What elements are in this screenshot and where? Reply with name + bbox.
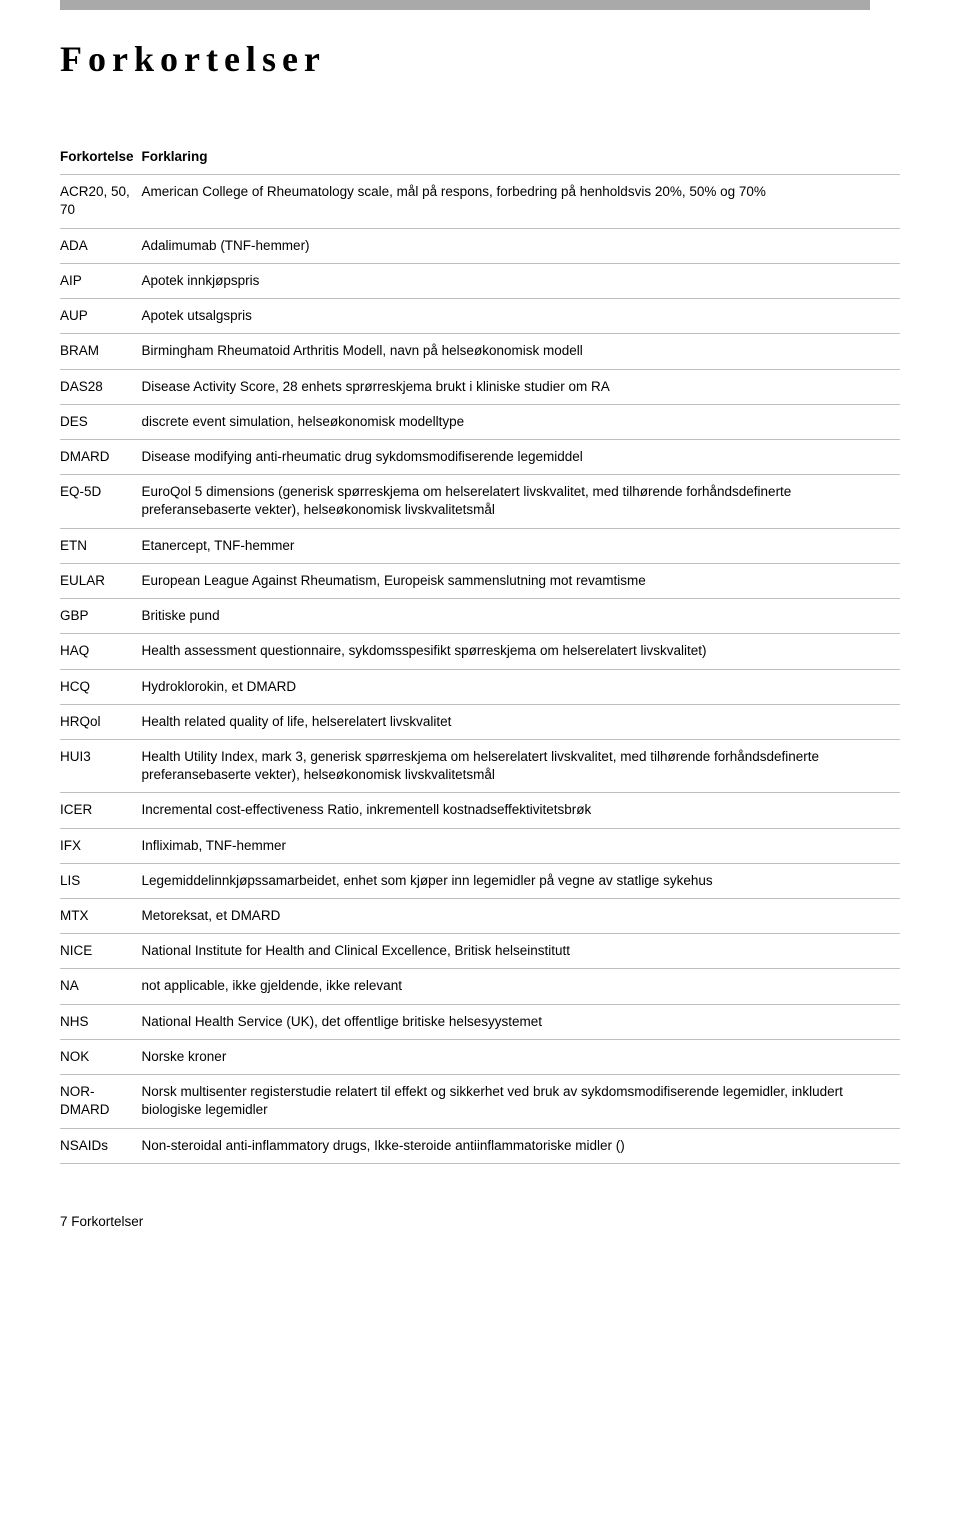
table-row: ACR20, 50, 70American College of Rheumat… <box>60 175 900 228</box>
abbr-cell: EULAR <box>60 563 142 598</box>
definition-cell: Adalimumab (TNF-hemmer) <box>142 228 900 263</box>
abbr-cell: HRQol <box>60 704 142 739</box>
definition-cell: Apotek innkjøpspris <box>142 263 900 298</box>
table-row: IFXInfliximab, TNF-hemmer <box>60 828 900 863</box>
table-row: ICERIncremental cost-effectiveness Ratio… <box>60 793 900 828</box>
page-footer: 7 Forkortelser <box>60 1214 900 1229</box>
definition-cell: Birmingham Rheumatoid Arthritis Modell, … <box>142 334 900 369</box>
table-row: ADAAdalimumab (TNF-hemmer) <box>60 228 900 263</box>
definition-cell: Incremental cost-effectiveness Ratio, in… <box>142 793 900 828</box>
definition-cell: Britiske pund <box>142 599 900 634</box>
table-row: NSAIDsNon-steroidal anti-inflammatory dr… <box>60 1128 900 1163</box>
table-row: NHSNational Health Service (UK), det off… <box>60 1004 900 1039</box>
table-row: HRQolHealth related quality of life, hel… <box>60 704 900 739</box>
definition-cell: Health related quality of life, helserel… <box>142 704 900 739</box>
abbr-cell: EQ-5D <box>60 475 142 528</box>
abbr-cell: NOR-DMARD <box>60 1075 142 1128</box>
abbr-cell: NHS <box>60 1004 142 1039</box>
abbr-cell: ICER <box>60 793 142 828</box>
abbr-cell: NOK <box>60 1039 142 1074</box>
abbr-cell: DAS28 <box>60 369 142 404</box>
definition-cell: European League Against Rheumatism, Euro… <box>142 563 900 598</box>
abbreviations-table: Forkortelse Forklaring ACR20, 50, 70Amer… <box>60 140 900 1164</box>
definition-cell: EuroQol 5 dimensions (generisk spørreskj… <box>142 475 900 528</box>
abbr-cell: MTX <box>60 899 142 934</box>
abbr-cell: DMARD <box>60 439 142 474</box>
abbr-cell: ETN <box>60 528 142 563</box>
table-row: EULAREuropean League Against Rheumatism,… <box>60 563 900 598</box>
table-row: MTXMetoreksat, et DMARD <box>60 899 900 934</box>
abbr-cell: HCQ <box>60 669 142 704</box>
table-header-row: Forkortelse Forklaring <box>60 140 900 175</box>
table-row: NICENational Institute for Health and Cl… <box>60 934 900 969</box>
table-row: HUI3Health Utility Index, mark 3, generi… <box>60 739 900 792</box>
definition-cell: Disease modifying anti-rheumatic drug sy… <box>142 439 900 474</box>
table-row: AIPApotek innkjøpspris <box>60 263 900 298</box>
definition-cell: Health Utility Index, mark 3, generisk s… <box>142 739 900 792</box>
abbr-cell: NSAIDs <box>60 1128 142 1163</box>
table-row: NOKNorske kroner <box>60 1039 900 1074</box>
document-page: Forkortelser Forkortelse Forklaring ACR2… <box>0 0 960 1269</box>
abbr-cell: NICE <box>60 934 142 969</box>
definition-cell: Non-steroidal anti-inflammatory drugs, I… <box>142 1128 900 1163</box>
table-row: HAQHealth assessment questionnaire, sykd… <box>60 634 900 669</box>
table-row: DAS28Disease Activity Score, 28 enhets s… <box>60 369 900 404</box>
definition-cell: Health assessment questionnaire, sykdoms… <box>142 634 900 669</box>
abbr-cell: NA <box>60 969 142 1004</box>
abbr-cell: BRAM <box>60 334 142 369</box>
abbr-cell: ACR20, 50, 70 <box>60 175 142 228</box>
abbr-cell: GBP <box>60 599 142 634</box>
page-title: Forkortelser <box>60 38 900 80</box>
definition-cell: Norsk multisenter registerstudie relater… <box>142 1075 900 1128</box>
definition-cell: Etanercept, TNF-hemmer <box>142 528 900 563</box>
table-row: GBPBritiske pund <box>60 599 900 634</box>
abbr-cell: HUI3 <box>60 739 142 792</box>
definition-cell: Legemiddelinnkjøpssamarbeidet, enhet som… <box>142 863 900 898</box>
abbr-cell: IFX <box>60 828 142 863</box>
header-bar <box>60 0 870 10</box>
table-row: ETNEtanercept, TNF-hemmer <box>60 528 900 563</box>
table-row: EQ-5DEuroQol 5 dimensions (generisk spør… <box>60 475 900 528</box>
table-row: NAnot applicable, ikke gjeldende, ikke r… <box>60 969 900 1004</box>
table-row: BRAMBirmingham Rheumatoid Arthritis Mode… <box>60 334 900 369</box>
definition-cell: National Health Service (UK), det offent… <box>142 1004 900 1039</box>
header-abbr: Forkortelse <box>60 140 142 175</box>
definition-cell: Metoreksat, et DMARD <box>142 899 900 934</box>
definition-cell: Norske kroner <box>142 1039 900 1074</box>
abbr-cell: HAQ <box>60 634 142 669</box>
definition-cell: American College of Rheumatology scale, … <box>142 175 900 228</box>
table-row: DESdiscrete event simulation, helseøkono… <box>60 404 900 439</box>
definition-cell: discrete event simulation, helseøkonomis… <box>142 404 900 439</box>
definition-cell: Hydroklorokin, et DMARD <box>142 669 900 704</box>
abbr-cell: AIP <box>60 263 142 298</box>
definition-cell: not applicable, ikke gjeldende, ikke rel… <box>142 969 900 1004</box>
definition-cell: Disease Activity Score, 28 enhets sprørr… <box>142 369 900 404</box>
table-row: LISLegemiddelinnkjøpssamarbeidet, enhet … <box>60 863 900 898</box>
definition-cell: Infliximab, TNF-hemmer <box>142 828 900 863</box>
table-row: NOR-DMARDNorsk multisenter registerstudi… <box>60 1075 900 1128</box>
header-def: Forklaring <box>142 140 900 175</box>
table-row: HCQHydroklorokin, et DMARD <box>60 669 900 704</box>
definition-cell: National Institute for Health and Clinic… <box>142 934 900 969</box>
abbr-cell: DES <box>60 404 142 439</box>
table-row: AUPApotek utsalgspris <box>60 299 900 334</box>
abbr-cell: AUP <box>60 299 142 334</box>
abbr-cell: LIS <box>60 863 142 898</box>
definition-cell: Apotek utsalgspris <box>142 299 900 334</box>
table-row: DMARDDisease modifying anti-rheumatic dr… <box>60 439 900 474</box>
abbr-cell: ADA <box>60 228 142 263</box>
